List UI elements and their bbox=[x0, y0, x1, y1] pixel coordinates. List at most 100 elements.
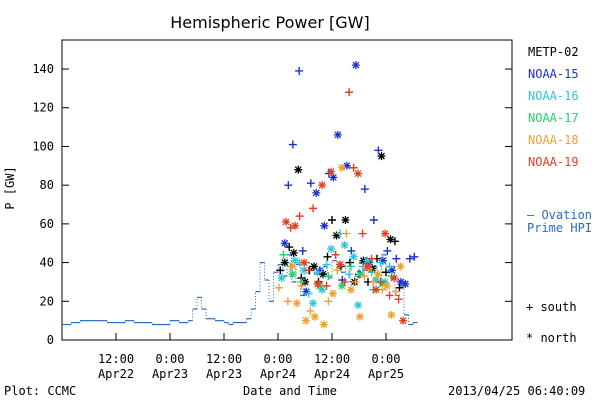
x-tick-date: Apr24 bbox=[260, 367, 296, 381]
metp-02-north-point bbox=[319, 270, 327, 279]
noaa-19-north-point bbox=[363, 262, 372, 271]
legend-entry: NOAA-18 bbox=[528, 133, 579, 147]
noaa-15-south-point bbox=[360, 185, 369, 194]
noaa-18-south-point bbox=[274, 283, 283, 292]
metp-02-south-point bbox=[391, 237, 399, 246]
noaa-17-south-point bbox=[324, 272, 333, 281]
metp-02-south-point bbox=[328, 216, 336, 224]
noaa-15-north-point bbox=[387, 266, 396, 275]
noaa-16-north-point bbox=[300, 266, 309, 275]
noaa-16-north-point bbox=[349, 252, 358, 261]
noaa-18-north-point bbox=[310, 312, 319, 321]
noaa-19-north-point bbox=[336, 260, 345, 269]
noaa-18-north-point bbox=[373, 270, 382, 279]
y-tick-label: 120 bbox=[32, 101, 54, 115]
metp-02-north-point bbox=[294, 165, 303, 174]
noaa-15-north-point bbox=[401, 279, 410, 288]
x-tick-date: Apr22 bbox=[98, 367, 134, 381]
noaa-19-south-point bbox=[349, 163, 358, 172]
noaa-16-south-point bbox=[313, 268, 322, 277]
y-tick-label: 140 bbox=[32, 62, 54, 76]
noaa-15-north-point bbox=[396, 277, 405, 286]
noaa-15-south-point bbox=[295, 66, 304, 75]
noaa-18-south-point bbox=[306, 306, 315, 315]
noaa-19-south-point bbox=[340, 277, 349, 286]
noaa-15-north-point bbox=[342, 161, 351, 170]
noaa-17-north-point bbox=[337, 281, 346, 290]
noaa-17-north-point bbox=[378, 279, 387, 288]
noaa-18-north-point bbox=[346, 285, 355, 294]
noaa-19-north-point bbox=[399, 316, 408, 325]
metp-02-north-point bbox=[377, 152, 386, 161]
noaa-16-north-point bbox=[277, 274, 286, 283]
noaa-17-south-point bbox=[279, 250, 288, 259]
legend-symbol-label: south bbox=[540, 300, 576, 314]
noaa-17-north-point bbox=[288, 270, 297, 279]
noaa-18-south-point bbox=[391, 287, 400, 296]
noaa-15-south-point bbox=[392, 254, 401, 263]
chart-title: Hemispheric Power [GW] bbox=[170, 13, 369, 32]
metp-02-north-point bbox=[341, 216, 350, 224]
noaa-18-north-point bbox=[337, 163, 346, 172]
noaa-16-south-point bbox=[304, 289, 313, 298]
metp-02-north-point bbox=[310, 262, 318, 271]
noaa-17-north-point bbox=[355, 270, 364, 279]
noaa-19-north-point bbox=[354, 169, 363, 178]
noaa-16-north-point bbox=[354, 301, 363, 310]
y-tick-label: 100 bbox=[32, 139, 54, 153]
noaa-16-north-point bbox=[363, 256, 372, 265]
legend-entry: NOAA-16 bbox=[528, 89, 579, 103]
y-tick-label: 0 bbox=[47, 333, 54, 347]
noaa-18-south-point bbox=[360, 272, 369, 281]
noaa-19-north-point bbox=[313, 279, 322, 288]
y-axis-label: P [GW] bbox=[3, 166, 17, 209]
noaa-19-south-point bbox=[345, 88, 354, 97]
noaa-15-south-point bbox=[306, 179, 315, 188]
noaa-18-south-point bbox=[324, 297, 333, 306]
noaa-18-north-point bbox=[328, 289, 337, 298]
noaa-15-south-point bbox=[374, 146, 383, 155]
noaa-19-south-point bbox=[322, 281, 331, 290]
plot-frame bbox=[61, 39, 513, 341]
x-tick-time: 0:00 bbox=[156, 352, 185, 366]
metp-02-north-point bbox=[289, 248, 298, 257]
noaa-15-south-point bbox=[284, 181, 293, 190]
legend-ovation-line1: — Ovation bbox=[527, 208, 592, 222]
noaa-19-north-point bbox=[327, 167, 336, 176]
x-tick-time: 12:00 bbox=[98, 352, 134, 366]
noaa-18-south-point bbox=[283, 297, 292, 306]
x-tick-date: Apr25 bbox=[368, 367, 404, 381]
noaa-15-north-point bbox=[378, 256, 387, 265]
metp-02-south-point bbox=[395, 283, 404, 292]
noaa-15-north-point bbox=[312, 188, 321, 197]
noaa-18-north-point bbox=[355, 312, 364, 321]
noaa-15-south-point bbox=[369, 216, 378, 224]
noaa-19-south-point bbox=[394, 295, 403, 304]
x-tick-time: 12:00 bbox=[206, 352, 242, 366]
noaa-15-south-point bbox=[288, 140, 297, 149]
legend-entry: NOAA-17 bbox=[528, 111, 579, 125]
metp-02-south-point bbox=[285, 243, 294, 252]
noaa-16-north-point bbox=[309, 299, 318, 308]
noaa-18-north-point bbox=[319, 320, 328, 329]
noaa-16-north-point bbox=[372, 276, 381, 284]
noaa-18-north-point bbox=[292, 299, 301, 308]
legend-symbol-glyph: * bbox=[526, 331, 540, 345]
plot-area: 02040608010012014012:00Apr220:00Apr2312:… bbox=[32, 39, 513, 381]
noaa-19-south-point bbox=[358, 229, 367, 238]
legend-entry: NOAA-15 bbox=[528, 67, 579, 81]
noaa-18-south-point bbox=[297, 281, 306, 290]
legend-entry: METP-02 bbox=[528, 45, 579, 59]
noaa-16-north-point bbox=[340, 241, 349, 250]
noaa-18-north-point bbox=[288, 262, 297, 271]
noaa-19-north-point bbox=[372, 285, 381, 294]
noaa-19-north-point bbox=[282, 217, 291, 226]
noaa-16-south-point bbox=[376, 258, 385, 267]
noaa-16-south-point bbox=[345, 270, 354, 279]
metp-02-north-point bbox=[332, 231, 341, 240]
noaa-19-north-point bbox=[390, 274, 399, 283]
y-tick-label: 40 bbox=[40, 256, 54, 270]
x-axis-label: Date and Time bbox=[243, 384, 337, 398]
